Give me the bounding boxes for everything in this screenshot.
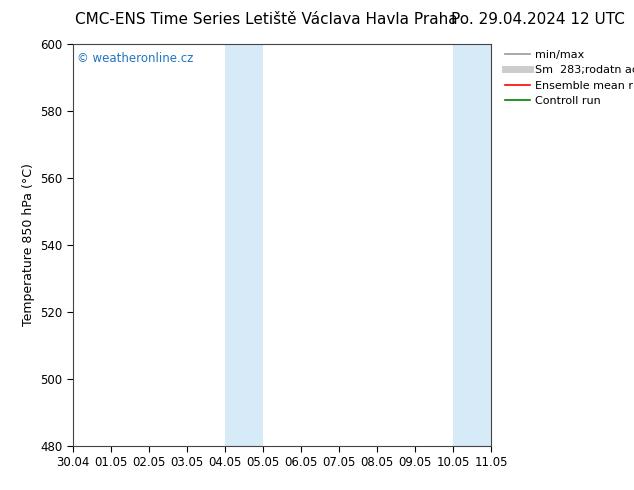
Text: Po. 29.04.2024 12 UTC: Po. 29.04.2024 12 UTC [451, 12, 624, 27]
Y-axis label: Temperature 850 hPa (°C): Temperature 850 hPa (°C) [22, 164, 35, 326]
Legend: min/max, Sm  283;rodatn acute; odchylka, Ensemble mean run, Controll run: min/max, Sm 283;rodatn acute; odchylka, … [505, 49, 634, 106]
Bar [453, 44, 491, 446]
Text: CMC-ENS Time Series Letiště Václava Havla Praha: CMC-ENS Time Series Letiště Václava Havl… [75, 12, 458, 27]
Bar [225, 44, 263, 446]
Text: © weatheronline.cz: © weatheronline.cz [77, 52, 193, 65]
